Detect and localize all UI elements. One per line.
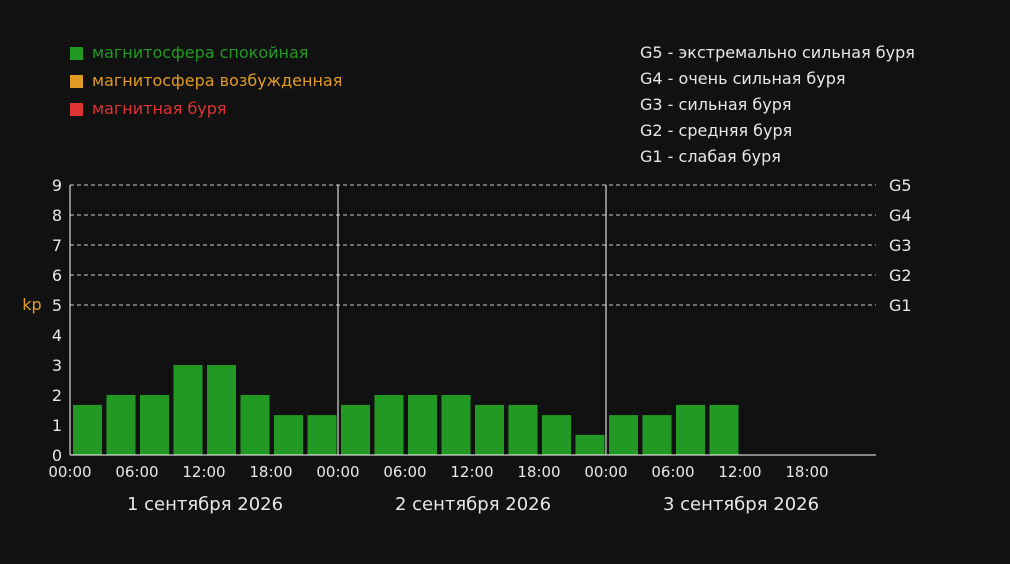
x-tick-label: 00:00 bbox=[316, 463, 359, 481]
y-tick-label: 0 bbox=[52, 446, 62, 465]
x-tick-label: 18:00 bbox=[785, 463, 828, 481]
y-axis-label: kp bbox=[22, 295, 41, 314]
x-tick-label: 12:00 bbox=[182, 463, 225, 481]
storm-scale-item: G2 - средняя буря bbox=[640, 121, 792, 140]
grid-lines bbox=[70, 184, 876, 306]
legend-label: магнитосфера возбужденная bbox=[92, 71, 342, 90]
kp-bar bbox=[575, 434, 605, 455]
legend-swatch bbox=[70, 47, 83, 60]
x-tick-label: 06:00 bbox=[115, 463, 158, 481]
y-tick-label: 1 bbox=[52, 416, 62, 435]
kp-bar bbox=[274, 415, 303, 455]
legend-storm-scale: G5 - экстремально сильная буря G4 - очень… bbox=[640, 43, 915, 166]
y-tick-label: 5 bbox=[52, 296, 62, 315]
kp-bar bbox=[709, 404, 739, 455]
day-label: 1 сентября 2026 bbox=[127, 494, 283, 515]
kp-bar bbox=[441, 395, 471, 455]
kp-bar bbox=[609, 415, 638, 455]
kp-bar bbox=[173, 365, 203, 455]
y-tick-label: 9 bbox=[52, 176, 62, 195]
kp-bar bbox=[374, 395, 404, 455]
kp-bar bbox=[140, 395, 169, 455]
y-tick-labels: 0 1 2 3 4 5 6 7 8 9 bbox=[52, 176, 62, 465]
storm-level-label: G1 bbox=[889, 296, 912, 315]
storm-scale-item: G5 - экстремально сильная буря bbox=[640, 43, 915, 62]
storm-level-labels: G1 G2 G3 G4 G5 bbox=[889, 176, 912, 315]
kp-bar bbox=[73, 404, 102, 455]
storm-scale-item: G1 - слабая буря bbox=[640, 147, 781, 166]
kp-bar bbox=[307, 415, 337, 455]
y-tick-label: 4 bbox=[52, 326, 62, 345]
x-tick-label: 06:00 bbox=[383, 463, 426, 481]
x-tick-label: 00:00 bbox=[584, 463, 627, 481]
x-tick-label: 06:00 bbox=[651, 463, 694, 481]
storm-level-label: G2 bbox=[889, 266, 912, 285]
y-tick-label: 7 bbox=[52, 236, 62, 255]
day-label: 2 сентября 2026 bbox=[395, 494, 551, 515]
kp-bar bbox=[408, 395, 437, 455]
storm-level-label: G5 bbox=[889, 176, 912, 195]
y-tick-label: 8 bbox=[52, 206, 62, 225]
kp-bar bbox=[542, 415, 571, 455]
legend-label: магнитосфера спокойная bbox=[92, 43, 308, 62]
y-tick-label: 2 bbox=[52, 386, 62, 405]
bars bbox=[73, 365, 739, 455]
kp-bar bbox=[106, 395, 136, 455]
x-tick-labels: 00:00 06:00 12:00 18:00 00:00 06:00 12:00 18:00… bbox=[48, 463, 828, 481]
legend-swatch bbox=[70, 75, 83, 88]
legend-label: магнитная буря bbox=[92, 99, 227, 118]
x-tick-label: 18:00 bbox=[249, 463, 292, 481]
x-tick-label: 12:00 bbox=[450, 463, 493, 481]
kp-bar bbox=[676, 404, 705, 455]
y-tick-label: 3 bbox=[52, 356, 62, 375]
kp-bar bbox=[207, 365, 236, 455]
kp-bar bbox=[240, 395, 270, 455]
storm-scale-item: G4 - очень сильная буря bbox=[640, 69, 846, 88]
legend-swatch bbox=[70, 103, 83, 116]
x-tick-label: 12:00 bbox=[718, 463, 761, 481]
legend-status: магнитосфера спокойная магнитосфера возбу… bbox=[70, 43, 342, 118]
day-label: 3 сентября 2026 bbox=[663, 494, 819, 515]
x-tick-label: 18:00 bbox=[517, 463, 560, 481]
storm-scale-item: G3 - сильная буря bbox=[640, 95, 791, 114]
kp-bar bbox=[642, 415, 672, 455]
kp-bar bbox=[475, 404, 504, 455]
y-tick-label: 6 bbox=[52, 266, 62, 285]
day-labels: 1 сентября 2026 2 сентября 2026 3 сентября… bbox=[127, 494, 819, 515]
storm-level-label: G4 bbox=[889, 206, 912, 225]
storm-level-label: G3 bbox=[889, 236, 912, 255]
kp-bar bbox=[508, 404, 538, 455]
x-tick-label: 00:00 bbox=[48, 463, 91, 481]
axes bbox=[69, 185, 876, 456]
kp-bar bbox=[341, 404, 370, 455]
